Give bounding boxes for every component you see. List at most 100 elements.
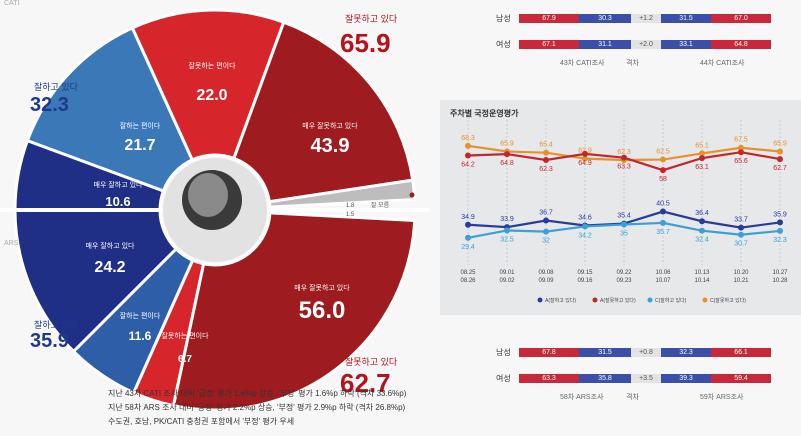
x-tick-label: 09.22 bbox=[616, 270, 632, 276]
gender-bar-segment-b-pos: 39.3 bbox=[661, 374, 711, 383]
series-label-0: 65.4 bbox=[539, 142, 553, 149]
ars-wrong-caption: 잘못하고 있다 bbox=[345, 357, 398, 367]
series-label-2: 36.4 bbox=[695, 210, 709, 217]
ars-well-side-caption: 잘하는 편이다 bbox=[120, 311, 161, 320]
cati-side-label: CATI bbox=[4, 0, 20, 7]
legend-label: A(잘하고 있다) bbox=[545, 297, 576, 304]
series-point-2 bbox=[660, 208, 666, 215]
series-point-2 bbox=[465, 221, 471, 228]
portrait-face bbox=[188, 173, 228, 217]
gender-bar-segment-b-pos: 31.5 bbox=[661, 14, 711, 23]
series-label-1: 62.3 bbox=[539, 166, 553, 173]
note-line-3: 수도권, 호남, PK/CATI 충청권 포함에서 '부정' 평가 우세 bbox=[108, 417, 295, 426]
series-point-0 bbox=[699, 150, 705, 157]
legend-marker bbox=[537, 297, 543, 303]
gender-bar: 67.8 31.5 +0.8 32.3 66.1 bbox=[519, 348, 771, 357]
gender-bar-segment-b-neg: 59.4 bbox=[711, 374, 771, 383]
series-label-2: 34.6 bbox=[578, 214, 592, 221]
gender-bar-segment-b-neg: 64.8 bbox=[711, 40, 771, 49]
marker-dot bbox=[409, 192, 415, 198]
series-point-0 bbox=[582, 155, 588, 162]
series-point-1 bbox=[660, 167, 666, 174]
series-point-3 bbox=[777, 227, 783, 234]
series-label-3: 34.2 bbox=[578, 232, 592, 239]
cati-well-side-caption: 잘하는 편이다 bbox=[120, 121, 161, 130]
ars-very-well-caption: 매우 잘하고 있다 bbox=[86, 241, 136, 250]
note-line-2: 지난 58차 ARS 조사 대비 '긍정' 평가 2.2%p 상승, '부정' … bbox=[108, 403, 406, 412]
gender-bar-segment-a-pos: 30.3 bbox=[579, 14, 631, 23]
ars-wrong-side-caption: 잘못하는 편이다 bbox=[161, 331, 209, 340]
gender-bar-diff: +3.5 bbox=[631, 374, 661, 383]
series-label-3: 29.4 bbox=[461, 244, 475, 251]
series-label-1: 63.1 bbox=[695, 164, 709, 171]
ars-very-well-value: 24.2 bbox=[94, 259, 125, 276]
series-label-3: 32 bbox=[542, 238, 550, 245]
series-point-0 bbox=[465, 142, 471, 149]
legend-marker bbox=[702, 297, 708, 303]
series-point-0 bbox=[777, 148, 783, 155]
legend-marker bbox=[647, 297, 653, 303]
series-point-1 bbox=[582, 150, 588, 157]
x-tick-label: 10.28 bbox=[772, 278, 788, 284]
series-label-1: 64.8 bbox=[500, 160, 514, 167]
ars-wrong-side-value: 6.7 bbox=[178, 354, 192, 365]
weekly-trend-chart: 주차별 국정운영평가68.365.965.462.962.362.565.167… bbox=[450, 108, 788, 304]
ars-very-wrong-caption: 매우 잘못하고 있다 bbox=[294, 283, 350, 292]
series-label-3: 32.4 bbox=[695, 237, 709, 244]
gender-bar-segment-b-neg: 66.1 bbox=[711, 348, 771, 357]
cati-very-well-value: 10.6 bbox=[105, 194, 130, 209]
x-tick-label: 09.08 bbox=[538, 270, 554, 276]
gender-bar-segment-a-neg: 67.1 bbox=[519, 40, 579, 49]
gender-bar: 67.9 30.3 +1.2 31.5 67.0 bbox=[519, 14, 771, 23]
cati-very-wrong-slice bbox=[231, 20, 415, 204]
series-label-1: 64.9 bbox=[578, 160, 592, 167]
gender-caption: 격차 bbox=[626, 60, 639, 67]
approval-donut-chart: 매우 잘못하고 있다 43.9 잘못하는 편이다 22.0 잘하는 편이다 21.7 매우 … bbox=[13, 10, 415, 410]
series-point-2 bbox=[543, 217, 549, 224]
series-point-1 bbox=[543, 157, 549, 164]
x-tick-label: 09.23 bbox=[616, 278, 632, 284]
chart-title: 주차별 국정운영평가 bbox=[450, 108, 519, 118]
ars-well-caption: 잘하고 있다 bbox=[34, 320, 78, 330]
series-point-0 bbox=[543, 149, 549, 156]
series-label-0: 65.1 bbox=[695, 142, 709, 149]
gender-bar-segment-a-pos: 31.5 bbox=[579, 348, 631, 357]
gender-bar-segment-a-pos: 35.8 bbox=[579, 374, 631, 383]
ars-very-well-slice bbox=[13, 208, 179, 354]
series-label-0: 62.3 bbox=[617, 149, 631, 156]
note-line-1: 지난 43차 CATI 조사 대비 '긍정' 평가 1.6%p 상승, '부정'… bbox=[108, 389, 407, 398]
series-label-1: 58 bbox=[659, 176, 667, 183]
x-tick-label: 09.15 bbox=[577, 270, 593, 276]
series-point-1 bbox=[699, 155, 705, 162]
gender-bar: 67.1 31.1 +2.0 33.1 64.8 bbox=[519, 40, 771, 49]
series-point-3 bbox=[660, 219, 666, 226]
series-point-1 bbox=[621, 154, 627, 161]
cati-wrong-side-caption: 잘못하는 편이다 bbox=[188, 61, 236, 70]
series-label-1: 65.6 bbox=[734, 158, 748, 165]
series-label-3: 32.5 bbox=[500, 236, 514, 243]
cati-very-wrong-value: 43.9 bbox=[311, 135, 350, 157]
series-label-2: 36.7 bbox=[539, 210, 553, 217]
series-label-2: 35.4 bbox=[617, 213, 631, 220]
series-label-3: 30.7 bbox=[734, 241, 748, 248]
gender-bar-diff: +0.8 bbox=[631, 348, 661, 357]
series-label-1: 63.3 bbox=[617, 164, 631, 171]
series-point-2 bbox=[738, 224, 744, 231]
x-tick-label: 10.14 bbox=[694, 278, 710, 284]
series-point-0 bbox=[738, 144, 744, 151]
x-tick-label: 10.06 bbox=[655, 270, 671, 276]
cati-well-caption: 잘하고 있다 bbox=[34, 82, 78, 92]
x-tick-label: 10.20 bbox=[733, 270, 749, 276]
series-label-3: 32.3 bbox=[773, 237, 787, 244]
gender-bar-segment-a-neg: 67.8 bbox=[519, 348, 579, 357]
gender-bar-segment-b-neg: 67.0 bbox=[711, 14, 771, 23]
series-point-1 bbox=[777, 156, 783, 163]
series-label-0: 65.9 bbox=[500, 141, 514, 148]
gender-bar-segment-b-pos: 32.3 bbox=[661, 348, 711, 357]
x-tick-label: 09.02 bbox=[499, 278, 515, 284]
series-point-3 bbox=[543, 228, 549, 235]
gender-label: 남성 bbox=[496, 14, 511, 23]
gender-caption: 43차 CATI조사 bbox=[560, 60, 605, 67]
series-point-3 bbox=[738, 231, 744, 238]
series-label-0: 62.5 bbox=[656, 149, 670, 156]
